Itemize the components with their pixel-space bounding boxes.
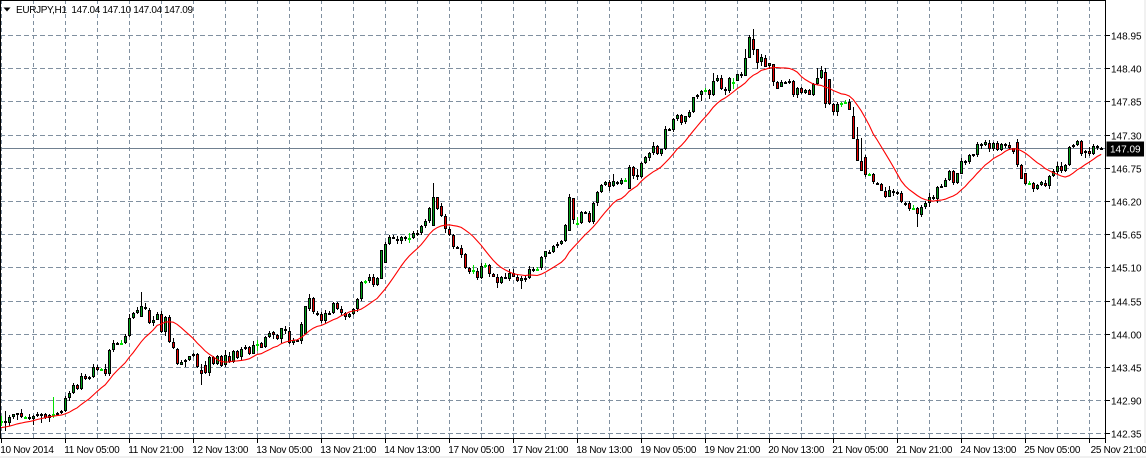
svg-text:144.00: 144.00	[1111, 331, 1142, 342]
svg-text:EURJPY,H1 147.04 147.10 147.0: EURJPY,H1 147.04 147.10 147.04 147.09	[16, 5, 193, 16]
svg-text:145.10: 145.10	[1111, 264, 1142, 275]
svg-text:147.30: 147.30	[1111, 132, 1142, 143]
svg-text:143.45: 143.45	[1111, 364, 1142, 375]
svg-text:147.85: 147.85	[1111, 98, 1142, 109]
svg-text:21 Nov 21:00: 21 Nov 21:00	[896, 445, 953, 456]
svg-text:148.40: 148.40	[1111, 65, 1142, 76]
svg-text:148.95: 148.95	[1111, 32, 1142, 43]
svg-text:142.35: 142.35	[1111, 430, 1142, 441]
svg-text:147.09: 147.09	[1110, 145, 1141, 156]
svg-text:11 Nov 05:00: 11 Nov 05:00	[64, 445, 120, 456]
svg-text:17 Nov 05:00: 17 Nov 05:00	[448, 445, 505, 456]
svg-text:25 Nov 21:00: 25 Nov 21:00	[1091, 445, 1146, 456]
svg-text:144.55: 144.55	[1111, 298, 1142, 309]
svg-text:142.90: 142.90	[1111, 397, 1142, 408]
svg-text:12 Nov 13:00: 12 Nov 13:00	[192, 445, 249, 456]
svg-text:11 Nov 21:00: 11 Nov 21:00	[128, 445, 184, 456]
svg-text:18 Nov 13:00: 18 Nov 13:00	[576, 445, 633, 456]
svg-text:13 Nov 21:00: 13 Nov 21:00	[320, 445, 377, 456]
svg-text:14 Nov 13:00: 14 Nov 13:00	[384, 445, 441, 456]
svg-text:17 Nov 21:00: 17 Nov 21:00	[512, 445, 569, 456]
svg-text:146.75: 146.75	[1111, 165, 1142, 176]
svg-text:21 Nov 05:00: 21 Nov 05:00	[832, 445, 889, 456]
svg-text:19 Nov 21:00: 19 Nov 21:00	[704, 445, 761, 456]
svg-text:25 Nov 05:00: 25 Nov 05:00	[1024, 445, 1081, 456]
svg-text:13 Nov 05:00: 13 Nov 05:00	[256, 445, 313, 456]
svg-text:10 Nov 2014: 10 Nov 2014	[0, 445, 54, 456]
svg-text:24 Nov 13:00: 24 Nov 13:00	[960, 445, 1017, 456]
svg-text:145.65: 145.65	[1111, 231, 1142, 242]
svg-text:19 Nov 05:00: 19 Nov 05:00	[640, 445, 697, 456]
svg-text:20 Nov 13:00: 20 Nov 13:00	[768, 445, 825, 456]
svg-text:146.20: 146.20	[1111, 198, 1142, 209]
